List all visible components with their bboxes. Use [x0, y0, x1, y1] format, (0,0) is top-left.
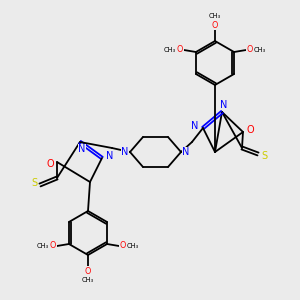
Text: CH₃: CH₃ [82, 277, 94, 283]
Text: CH₃: CH₃ [254, 47, 266, 53]
Text: N: N [220, 100, 228, 110]
Text: O: O [246, 125, 254, 135]
Text: N: N [78, 144, 86, 154]
Text: O: O [247, 46, 253, 55]
Text: CH₃: CH₃ [37, 243, 49, 249]
Text: N: N [191, 121, 199, 131]
Text: CH₃: CH₃ [127, 243, 139, 249]
Text: S: S [261, 151, 267, 161]
Text: O: O [46, 159, 54, 169]
Text: N: N [106, 151, 114, 161]
Text: O: O [120, 242, 126, 250]
Text: N: N [121, 147, 129, 157]
Text: CH₃: CH₃ [164, 47, 176, 53]
Text: CH₃: CH₃ [209, 13, 221, 19]
Text: N: N [182, 147, 190, 157]
Text: O: O [177, 46, 183, 55]
Text: O: O [212, 20, 218, 29]
Text: S: S [31, 178, 37, 188]
Text: O: O [85, 266, 91, 275]
Text: O: O [50, 242, 56, 250]
